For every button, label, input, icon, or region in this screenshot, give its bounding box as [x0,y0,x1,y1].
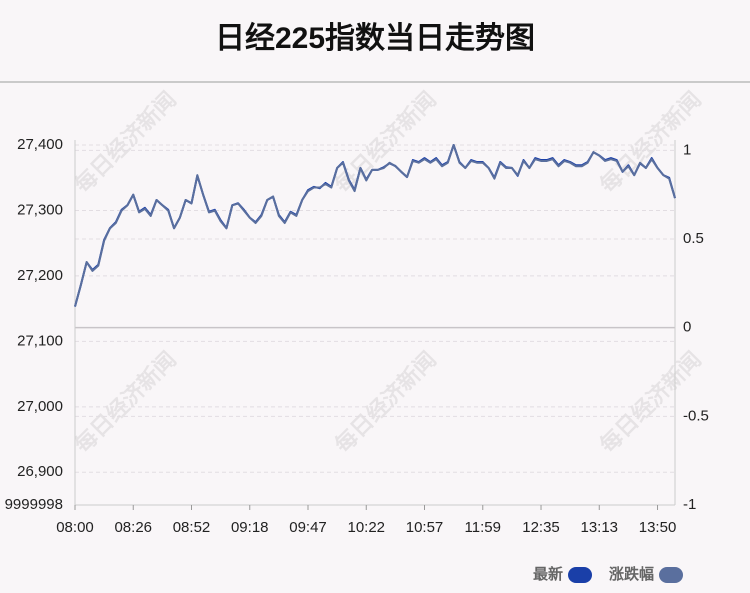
x-tick-label: 08:52 [173,519,211,536]
line-series [74,144,676,307]
y-tick-label: 27,300 [17,201,63,218]
y2-tick-label: -1 [683,496,696,513]
x-tick-label: 13:50 [639,519,677,536]
watermarks: 每日经济新闻 每日经济新闻 每日经济新闻 每日经济新闻 每日经济新闻 每日经济新… [70,87,706,458]
y-tick-label: 9999998 [5,496,63,513]
x-tick-label: 12:35 [522,519,560,536]
watermark: 每日经济新闻 [70,87,181,198]
watermark: 每日经济新闻 [330,87,441,198]
x-tick-label: 09:18 [231,519,269,536]
x-tick-label: 11:59 [465,519,501,536]
x-tick-label: 09:47 [289,519,327,536]
y-tick-label: 27,400 [17,136,63,153]
y-tick-label: 27,100 [17,332,63,349]
legend-swatch [659,567,684,583]
legend-swatch [568,567,593,583]
legend-label: 最新 [533,565,563,583]
watermark: 每日经济新闻 [330,347,441,458]
y-tick-label: 27,000 [17,398,63,415]
y2-tick-label: 0 [683,319,691,336]
x-tick-label: 10:57 [406,519,444,536]
y-tick-label: 26,900 [17,463,63,480]
x-tick-label: 08:26 [114,519,152,536]
watermark: 每日经济新闻 [595,347,706,458]
y2-tick-label: 0.5 [683,230,704,247]
legend-label: 涨跌幅 [609,565,654,583]
x-tick-label: 13:13 [580,519,618,536]
y2-tick-label: -0.5 [683,407,709,424]
watermark: 每日经济新闻 [70,347,181,458]
x-tick-label: 10:22 [347,519,385,536]
y-tick-label: 27,200 [17,267,63,284]
chart-title: 日经225指数当日走势图 [215,21,535,55]
y2-tick-label: 1 [683,141,691,158]
x-tick-label: 08:00 [56,519,94,536]
